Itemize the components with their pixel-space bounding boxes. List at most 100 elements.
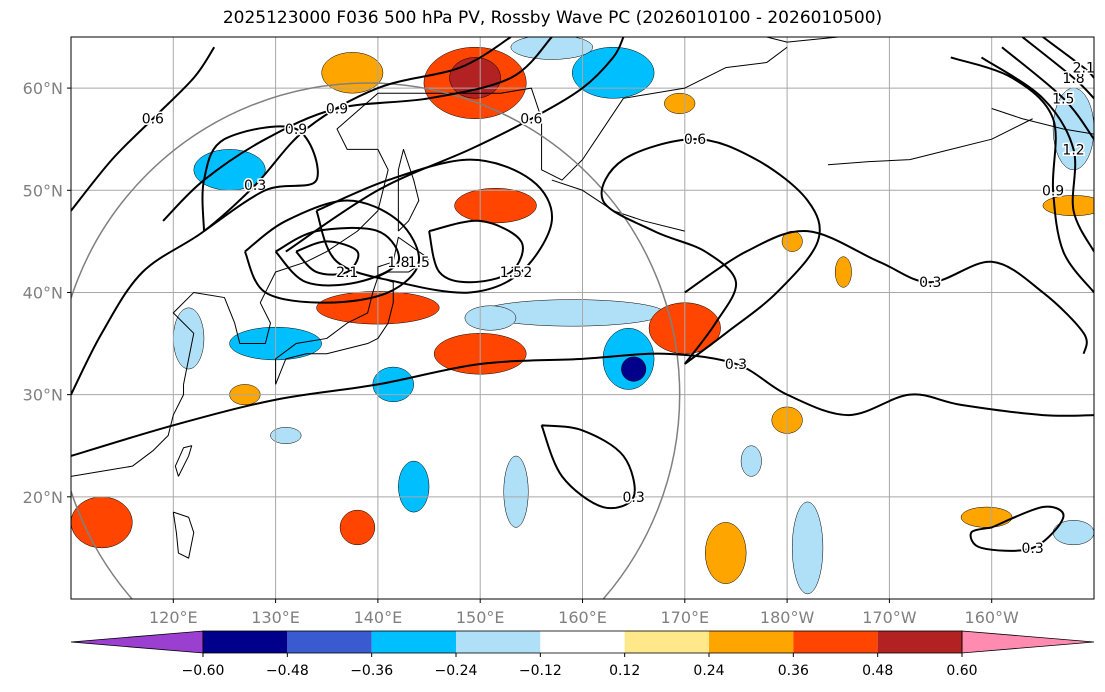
pv-shading-32 [664,92,696,114]
contour-label-2: 0.3 [623,490,645,506]
lon-tick-label: 120°E [149,608,198,627]
contour-label-6: 0.6 [684,132,706,148]
pv-contour-12 [243,199,420,304]
lon-tick-label: 150°E [456,608,505,627]
pv-contour-14 [295,240,360,276]
pv-contour-6 [600,138,821,365]
lat-tick-label: 20°N [23,488,63,507]
lon-tick-label: 180°W [760,608,815,627]
pv-shading-4 [510,37,593,60]
pv-shading-17 [398,460,430,513]
pv-shading-33 [464,305,517,331]
pv-shading-25 [270,427,302,444]
pv-shading-6 [454,187,537,224]
contour-label-13: 1.8 [387,255,409,271]
coastline-5 [174,445,193,477]
pv-shading-22 [71,496,133,549]
pv-contour-2 [540,424,636,510]
pv-shading-18 [503,455,529,528]
colorbar-frame [202,630,963,654]
colorbar-tick-label: 0.48 [862,663,893,679]
lon-tick-label: 130°E [251,608,300,627]
colorbar-tick-label: 0.36 [778,663,809,679]
pv-shading-3 [572,46,655,99]
pv-shading-1 [449,57,501,99]
pv-contour-10 [315,158,553,294]
colorbar-tick-label: −0.60 [182,663,225,679]
colorbar-bin-8 [877,631,962,653]
colorbar-extend-high [961,630,1095,654]
pv-contour-7 [285,37,625,253]
colorbar-bin-4 [540,631,625,653]
pv-shading-28 [960,506,1013,528]
colorbar-tick-label: 0.60 [946,663,977,679]
coastline-6 [172,511,195,559]
lat-tick-label: 50°N [23,181,63,200]
contour-label-9: 0.9 [285,122,307,138]
contour-label-7: 0.6 [520,112,542,128]
pv-contour-13 [274,226,401,287]
colorbar-bin-5 [624,631,709,653]
pv-shading-19 [791,501,824,595]
coastline-4 [71,384,185,477]
lat-tick-label: 30°N [23,386,63,405]
pv-contour-17 [1001,46,1094,140]
pv-contour-15 [950,56,1094,294]
contour-label-4: 0.3 [1021,541,1043,557]
lon-tick-label: 170°W [862,608,917,627]
colorbar-bin-0 [203,631,288,653]
range-circle [71,82,681,599]
contour-label-12: 1.5 [408,255,430,271]
map-title: 2025123000 F036 500 hPa PV, Rossby Wave … [222,8,883,28]
pv-contour-16 [980,56,1094,253]
coastline-0 [172,46,788,385]
contour-label-19: 2.1 [1073,61,1095,77]
pv-contour-19 [1042,37,1094,79]
pv-shading-23 [339,509,376,546]
contour-label-18: 1.8 [1062,71,1084,87]
pv-shading-2 [321,52,384,94]
lat-tick-label: 40°N [23,283,63,302]
colorbar-bin-2 [371,631,456,653]
contour-label-1: 0.3 [244,178,266,194]
lon-tick-label: 160°W [965,608,1020,627]
colorbar-tick-label: 0.12 [609,663,640,679]
coastline-9 [827,118,1033,166]
pv-contour-1 [71,37,512,396]
pv-shading-12 [621,356,647,382]
plot-area: 0.30.30.30.30.30.60.60.60.90.91.21.51.51… [71,37,1095,599]
colorbar-bin-3 [456,631,541,653]
colorbar-tick-label: 0.24 [693,663,724,679]
coastline-3 [397,148,420,232]
pv-shading-14 [740,445,762,477]
contour-label-5: 0.6 [142,112,164,128]
pv-shading-31 [834,256,852,288]
pv-contour-11 [428,219,524,284]
contour-label-17: 1.5 [1052,91,1074,107]
pv-contour-3 [684,230,1088,354]
contour-label-14: 2.1 [336,265,358,281]
colorbar-tick-label: −0.24 [435,663,478,679]
contour-label-3: 0.3 [919,275,941,291]
colorbar-tick-label: −0.36 [350,663,393,679]
lon-tick-label: 160°E [558,608,607,627]
colorbar-bin-7 [793,631,878,653]
contour-label-0: 0.3 [725,357,747,373]
colorbar-bin-6 [709,631,794,653]
colorbar-bin-1 [287,631,372,653]
colorbar-tick-label: −0.48 [266,663,309,679]
colorbar-extend-low [70,630,204,654]
lon-tick-label: 140°E [354,608,403,627]
coastline-8 [991,108,1094,135]
pv-shading-20 [705,522,747,584]
colorbar-tick-label: −0.12 [519,663,562,679]
contour-label-15: 0.9 [1042,183,1064,199]
coastline-10 [551,179,685,232]
pv-contour-5 [71,46,216,212]
contour-label-8: 0.9 [326,102,348,118]
pv-contour-4 [969,505,1065,552]
coastline-1 [275,276,394,385]
contour-label-11: 1.5 [500,265,522,281]
lat-tick-label: 60°N [23,79,63,98]
